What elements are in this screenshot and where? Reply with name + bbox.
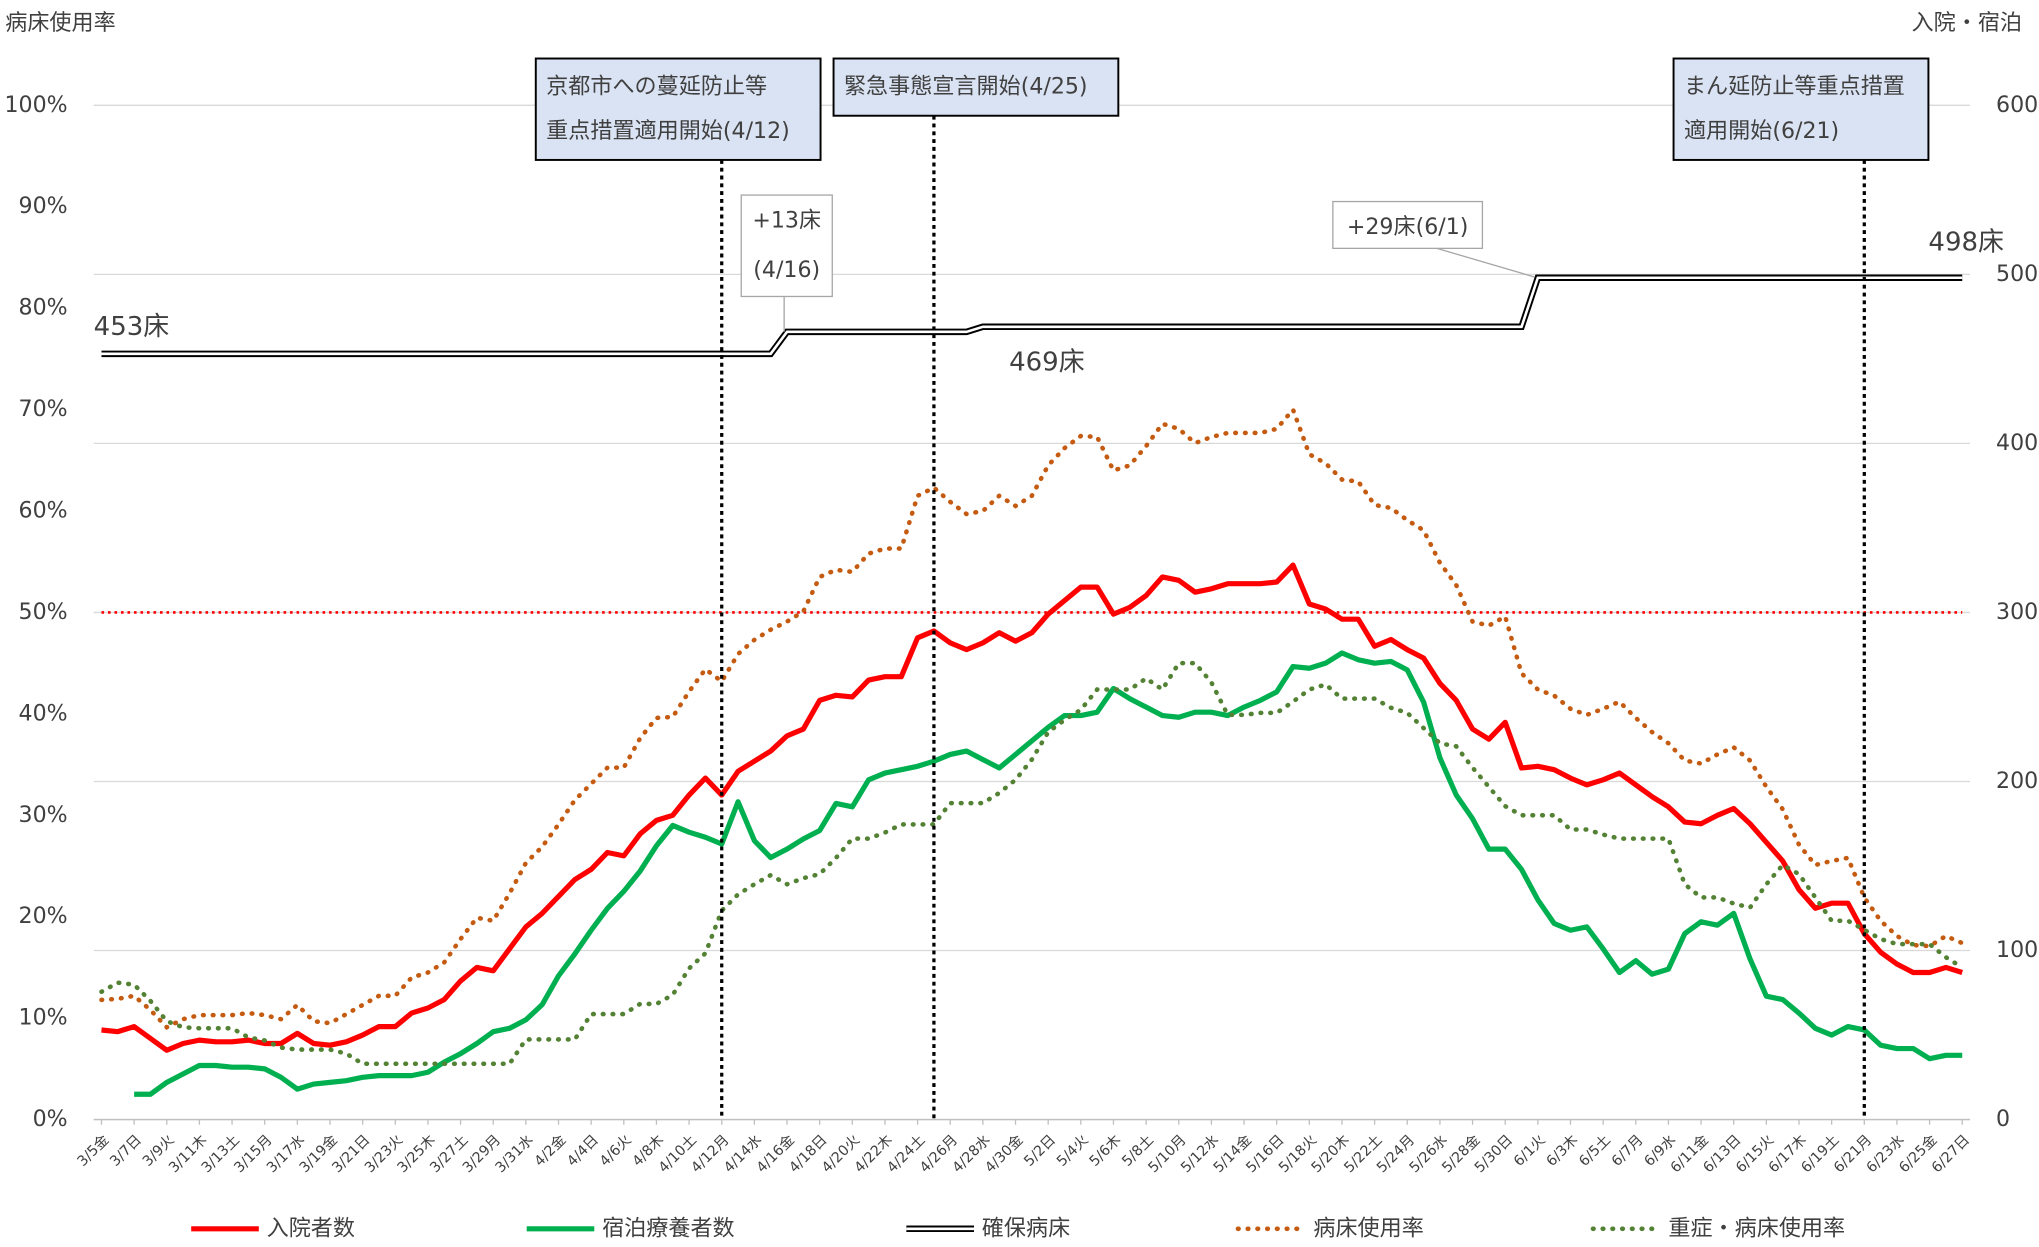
y2-tick-label: 400 <box>1996 430 2038 456</box>
callout-text: +29床(6/1) <box>1347 214 1469 240</box>
callout-box <box>740 194 833 298</box>
series-line <box>101 274 1963 358</box>
y2-tick-label: 100 <box>1996 937 2038 963</box>
y2-axis-title: 入院・宿泊 <box>1912 10 2022 36</box>
legend-label: 病床使用率 <box>1313 1215 1423 1241</box>
x-tick-label: 6/1火 <box>1511 1132 1549 1170</box>
event-text: 緊急事態宣言開始(4/25) <box>844 74 1088 100</box>
y-tick-label: 20% <box>19 903 68 929</box>
event-box <box>1672 57 1930 161</box>
y-tick-label: 0% <box>33 1106 68 1132</box>
bed-label: 469床 <box>1009 347 1085 377</box>
legend-label: 入院者数 <box>267 1215 355 1241</box>
x-tick-label: 6/7月 <box>1609 1132 1647 1170</box>
y2-tick-label: 600 <box>1996 92 2038 118</box>
callout-text: +13床 <box>752 208 821 234</box>
x-tick-label: 3/5金 <box>74 1131 112 1169</box>
event-box <box>832 57 1120 117</box>
y-tick-label: 40% <box>19 700 68 726</box>
y-tick-label: 80% <box>19 295 68 321</box>
legend-label: 確保病床 <box>982 1215 1070 1241</box>
x-tick-label: 6/5土 <box>1576 1131 1614 1169</box>
series-line <box>134 650 1963 1097</box>
y2-tick-label: 500 <box>1996 261 2038 287</box>
event-text: まん延防止等重点措置 <box>1684 74 1905 100</box>
legend-label: 重症・病床使用率 <box>1668 1215 1845 1241</box>
y-tick-label: 30% <box>19 802 68 828</box>
y2-tick-label: 300 <box>1996 599 2038 625</box>
y2-tick-label: 0 <box>1996 1106 2010 1132</box>
x-tick-label: 6/3木 <box>1543 1131 1581 1169</box>
x-tick-label: 4/4日 <box>564 1132 602 1170</box>
event-text: 京都市への蔓延防止等 <box>546 74 767 100</box>
event-text: 重点措置適用開始(4/12) <box>546 118 790 144</box>
y-tick-label: 100% <box>4 92 67 118</box>
y2-tick-label: 200 <box>1996 768 2038 794</box>
y-axis-title: 病床使用率 <box>5 10 115 36</box>
legend-label: 宿泊療養者数 <box>602 1215 735 1241</box>
callout-box <box>1332 200 1484 250</box>
bed-label: 498床 <box>1928 228 2004 258</box>
bed-label: 453床 <box>94 312 170 342</box>
x-tick-label: 4/2金 <box>531 1131 569 1169</box>
y-tick-label: 50% <box>19 599 68 625</box>
x-tick-label: 5/6木 <box>1086 1131 1124 1169</box>
series-line <box>99 660 1965 1067</box>
callout-leader <box>1436 247 1535 278</box>
y-tick-label: 70% <box>19 396 68 422</box>
y-tick-label: 60% <box>19 498 68 524</box>
callout-text: (4/16) <box>753 257 820 283</box>
x-tick-label: 5/2日 <box>1021 1132 1059 1170</box>
event-text: 適用開始(6/21) <box>1684 118 1839 144</box>
y-tick-label: 10% <box>19 1005 68 1031</box>
series-line <box>101 562 1963 1053</box>
series-line <box>99 405 1965 1031</box>
y-tick-label: 90% <box>19 193 68 219</box>
x-tick-label: 4/6火 <box>597 1132 635 1170</box>
x-tick-label: 5/4火 <box>1054 1132 1092 1170</box>
x-tick-label: 3/7日 <box>107 1132 145 1170</box>
series-line <box>101 276 1963 356</box>
event-box <box>534 57 822 161</box>
